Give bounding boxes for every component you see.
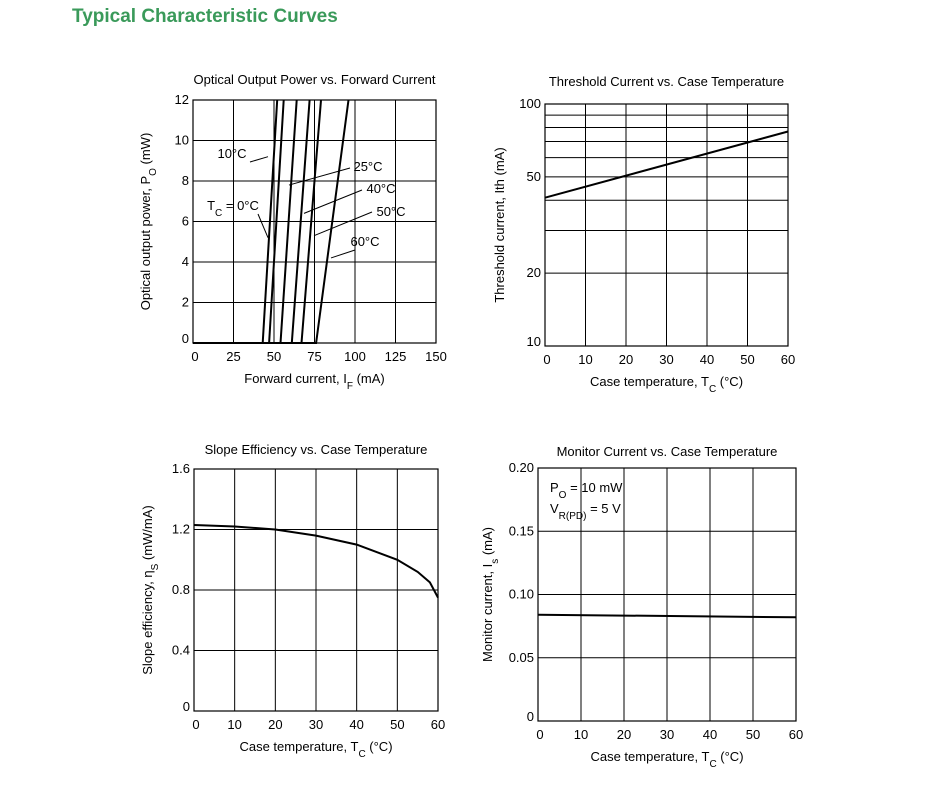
chart-po-if-annotation-leader (313, 211, 373, 237)
chart-po-if-annotation-leader (330, 249, 356, 259)
chart-ith-tc-xlabel: Case temperature, TC (°C) (590, 374, 743, 395)
chart-ith-tc-ytick-label: 100 (519, 96, 541, 111)
chart-ith-tc-ytick-label: 50 (527, 169, 541, 184)
chart-ith-tc-frame (544, 103, 789, 347)
chart-po-if-ytick-label: 0 (182, 331, 189, 346)
chart-po-if-annotation-leader (249, 156, 269, 163)
chart-eta-tc-title: Slope Efficiency vs. Case Temperature (205, 442, 428, 457)
chart-is-tc-ylabel: Monitor current, Is (mA) (480, 527, 501, 662)
chart-eta-tc-frame (193, 468, 439, 712)
chart-po-if-annotation: 25°C (353, 159, 382, 174)
chart-eta-tc-xtick-label: 0 (192, 717, 199, 732)
chart-po-if-series-line (193, 99, 350, 344)
chart-is-tc-condition: PO = 10 mW (550, 480, 623, 501)
chart-eta-tc-ytick-label: 1.2 (172, 522, 190, 537)
chart-po-if-ytick-label: 2 (182, 295, 189, 310)
chart-ith-tc-xtick-label: 10 (578, 352, 592, 367)
chart-po-if-ytick-label: 12 (175, 92, 189, 107)
chart-po-if-xtick-label: 75 (307, 349, 321, 364)
page-heading: Typical Characteristic Curves (72, 6, 338, 27)
chart-ith-tc-xtick-label: 50 (740, 352, 754, 367)
chart-eta-tc-xlabel: Case temperature, TC (°C) (239, 739, 392, 760)
chart-is-tc-xtick-label: 10 (574, 727, 588, 742)
chart-po-if-ytick-label: 4 (182, 254, 189, 269)
chart-po-if-annotation-leader (288, 167, 351, 186)
chart-ith-tc-ytick-label: 10 (527, 334, 541, 349)
chart-is-tc-series-line (537, 613, 797, 619)
chart-eta-tc-ytick-label: 0.4 (172, 643, 190, 658)
chart-ith-tc-ylabel: Threshold current, Ith (mA) (492, 147, 507, 302)
chart-po-if-annotation: 40°C (366, 181, 395, 196)
chart-po-if-xtick-label: 25 (226, 349, 240, 364)
chart-is-tc-title: Monitor Current vs. Case Temperature (557, 444, 778, 459)
chart-po-if-title: Optical Output Power vs. Forward Current (193, 72, 435, 87)
chart-eta-tc-ytick-label: 0.8 (172, 582, 190, 597)
chart-po-if-ylabel: Optical output power, PO (mW) (138, 133, 159, 311)
chart-po-if-xtick-label: 100 (344, 349, 366, 364)
chart-po-if-annotation: 50°C (376, 204, 405, 219)
chart-po-if-annotation: 60°C (350, 234, 379, 249)
chart-eta-tc-xtick-label: 40 (349, 717, 363, 732)
chart-is-tc-xtick-label: 0 (536, 727, 543, 742)
chart-po-if-annotation: 10°C (217, 146, 246, 161)
chart-po-if-xtick-label: 150 (425, 349, 447, 364)
chart-eta-tc-xtick-label: 60 (431, 717, 445, 732)
chart-po-if-ytick-label: 6 (182, 214, 189, 229)
chart-eta-tc-ylabel: Slope efficiency, ηS (mW/mA) (140, 505, 161, 674)
chart-is-tc-xtick-label: 60 (789, 727, 803, 742)
chart-po-if-annotation-leader (257, 213, 269, 238)
chart-ith-tc-title: Threshold Current vs. Case Temperature (549, 74, 784, 89)
chart-is-tc-xtick-label: 20 (617, 727, 631, 742)
chart-ith-tc-xtick-label: 30 (659, 352, 673, 367)
chart-is-tc-xlabel: Case temperature, TC (°C) (590, 749, 743, 770)
chart-is-tc-xtick-label: 40 (703, 727, 717, 742)
chart-is-tc-ytick-label: 0.10 (509, 587, 534, 602)
chart-eta-tc-xtick-label: 20 (268, 717, 282, 732)
chart-is-tc-xtick-label: 50 (746, 727, 760, 742)
chart-is-tc-frame (537, 467, 797, 722)
chart-eta-tc-xtick-label: 50 (390, 717, 404, 732)
chart-is-tc-ytick-label: 0 (527, 709, 534, 724)
chart-ith-tc-series-line (544, 130, 789, 199)
chart-po-if-xtick-label: 125 (385, 349, 407, 364)
chart-is-tc-xtick-label: 30 (660, 727, 674, 742)
chart-po-if-xtick-label: 50 (267, 349, 281, 364)
chart-eta-tc-ytick-label: 1.6 (172, 461, 190, 476)
chart-po-if-xtick-label: 0 (191, 349, 198, 364)
chart-ith-tc-xtick-label: 20 (619, 352, 633, 367)
chart-ith-tc-xtick-label: 40 (700, 352, 714, 367)
chart-ith-tc-ytick-label: 20 (527, 265, 541, 280)
chart-eta-tc-ytick-label: 0 (183, 699, 190, 714)
chart-po-if-ytick-label: 10 (175, 133, 189, 148)
chart-ith-tc-xtick-label: 60 (781, 352, 795, 367)
chart-ith-tc-xtick-label: 0 (543, 352, 550, 367)
chart-eta-tc-series-line (193, 524, 439, 599)
chart-po-if-ytick-label: 8 (182, 173, 189, 188)
chart-eta-tc-xtick-label: 10 (227, 717, 241, 732)
chart-po-if-annotation-leader (303, 189, 363, 214)
chart-is-tc-ytick-label: 0.05 (509, 650, 534, 665)
chart-po-if-xlabel: Forward current, IF (mA) (244, 371, 384, 392)
chart-is-tc-condition: VR(PD) = 5 V (550, 501, 621, 522)
chart-is-tc-ytick-label: 0.15 (509, 523, 534, 538)
chart-eta-tc-xtick-label: 30 (309, 717, 323, 732)
chart-is-tc-ytick-label: 0.20 (509, 460, 534, 475)
